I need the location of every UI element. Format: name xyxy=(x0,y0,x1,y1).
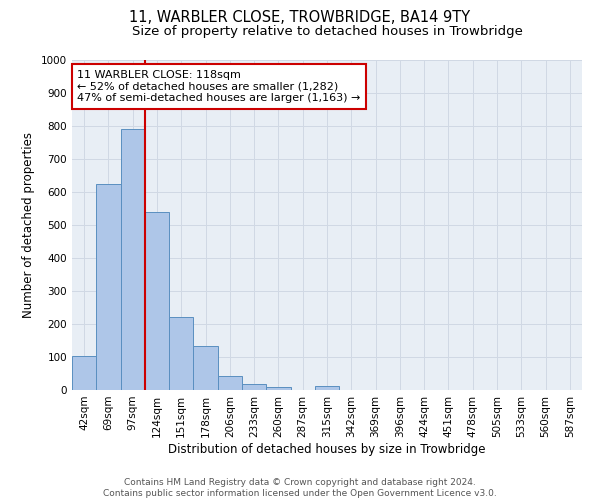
Title: Size of property relative to detached houses in Trowbridge: Size of property relative to detached ho… xyxy=(131,25,523,38)
Bar xyxy=(145,212,169,390)
Text: 11 WARBLER CLOSE: 118sqm
← 52% of detached houses are smaller (1,282)
47% of sem: 11 WARBLER CLOSE: 118sqm ← 52% of detach… xyxy=(77,70,361,103)
Text: 11, WARBLER CLOSE, TROWBRIDGE, BA14 9TY: 11, WARBLER CLOSE, TROWBRIDGE, BA14 9TY xyxy=(130,10,470,25)
Bar xyxy=(193,346,218,390)
Y-axis label: Number of detached properties: Number of detached properties xyxy=(22,132,35,318)
X-axis label: Distribution of detached houses by size in Trowbridge: Distribution of detached houses by size … xyxy=(168,442,486,456)
Text: Contains HM Land Registry data © Crown copyright and database right 2024.
Contai: Contains HM Land Registry data © Crown c… xyxy=(103,478,497,498)
Bar xyxy=(218,376,242,390)
Bar xyxy=(169,317,193,390)
Bar xyxy=(242,384,266,390)
Bar xyxy=(96,184,121,390)
Bar xyxy=(72,356,96,390)
Bar xyxy=(121,130,145,390)
Bar xyxy=(266,386,290,390)
Bar xyxy=(315,386,339,390)
